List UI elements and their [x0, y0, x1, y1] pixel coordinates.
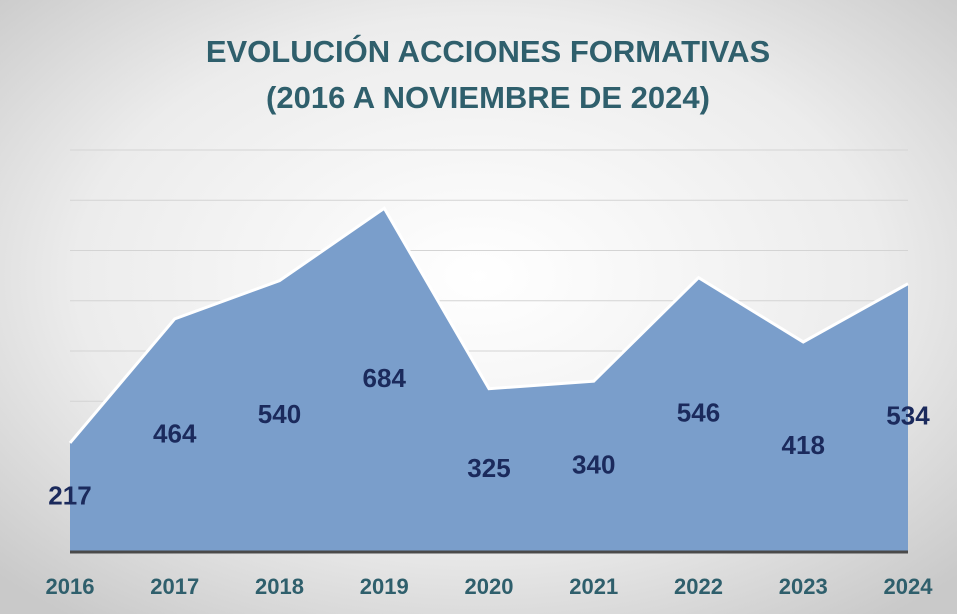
- data-label: 546: [677, 398, 720, 428]
- x-tick-label: 2021: [569, 574, 618, 599]
- data-label: 540: [258, 399, 301, 429]
- data-label: 534: [886, 401, 930, 431]
- x-tick-label: 2023: [779, 574, 828, 599]
- chart-title: (2016 A NOVIEMBRE DE 2024): [266, 80, 710, 115]
- data-label: 217: [48, 480, 91, 510]
- data-label: 418: [782, 430, 825, 460]
- chart-title: EVOLUCIÓN ACCIONES FORMATIVAS: [206, 33, 770, 69]
- area: [70, 208, 908, 553]
- data-label: 464: [153, 418, 197, 448]
- x-tick-label: 2017: [150, 574, 199, 599]
- data-label: 684: [363, 363, 407, 393]
- data-label: 325: [467, 453, 510, 483]
- x-tick-label: 2024: [884, 574, 934, 599]
- x-tick-label: 2019: [360, 574, 409, 599]
- x-tick-label: 2016: [46, 574, 95, 599]
- x-tick-label: 2022: [674, 574, 723, 599]
- x-tick-label: 2018: [255, 574, 304, 599]
- area-line: [68, 206, 909, 444]
- x-tick-label: 2020: [465, 574, 514, 599]
- data-label: 340: [572, 449, 615, 479]
